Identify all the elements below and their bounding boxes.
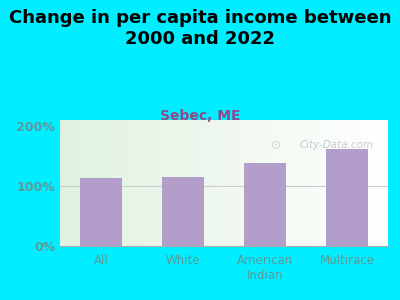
Bar (326, 149, 368, 246)
Bar (80, 178, 122, 246)
Text: Sebec, ME: Sebec, ME (160, 110, 240, 124)
Bar (162, 177, 204, 246)
Text: Change in per capita income between
2000 and 2022: Change in per capita income between 2000… (9, 9, 391, 48)
Text: ⊙: ⊙ (271, 139, 282, 152)
Bar (244, 163, 286, 246)
Text: City-Data.com: City-Data.com (300, 140, 374, 150)
